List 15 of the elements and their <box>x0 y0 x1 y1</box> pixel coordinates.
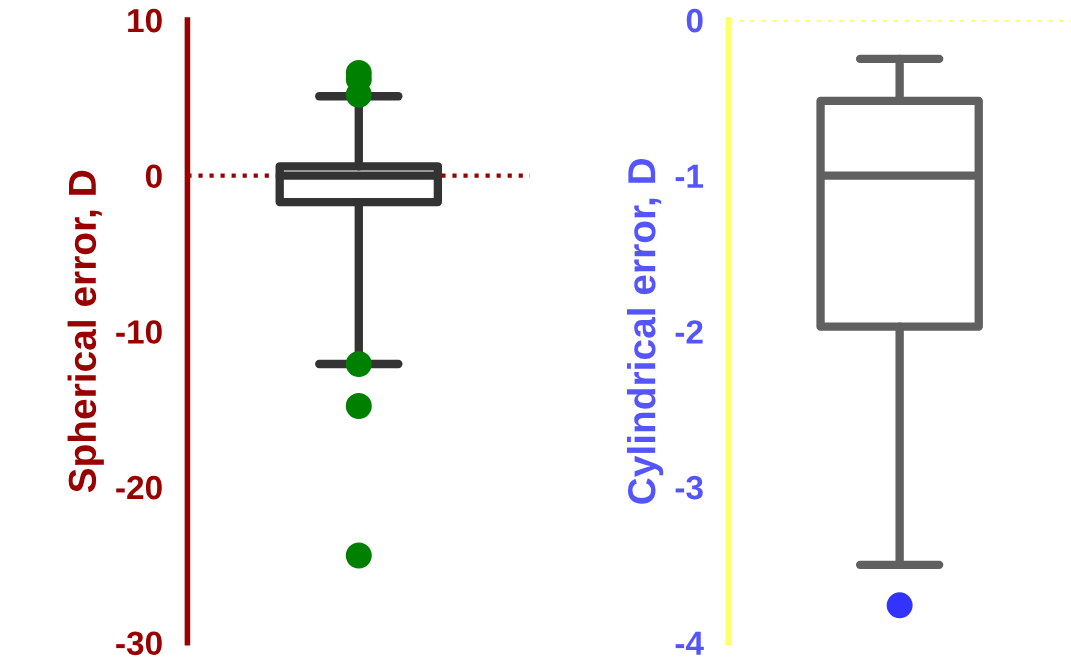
y-tick-label: -30 <box>116 631 162 656</box>
y-axis-title: Cylindrical error, D <box>626 158 664 504</box>
y-tick-label: -3 <box>675 475 703 500</box>
point <box>345 542 372 569</box>
y-tick-label: -4 <box>675 631 704 655</box>
y-tick-label: -20 <box>116 475 162 500</box>
y-tick-label: 10 <box>128 8 162 33</box>
y-tick-label: -10 <box>116 320 162 344</box>
y-tick-label: -1 <box>675 164 704 188</box>
y-axis-title: Spherical error, D <box>67 170 104 493</box>
y-tick-label: 0 <box>145 164 162 189</box>
point <box>345 351 372 378</box>
y-tick-label: -2 <box>675 320 703 344</box>
point <box>345 393 372 420</box>
y-tick-label: 0 <box>686 8 703 33</box>
